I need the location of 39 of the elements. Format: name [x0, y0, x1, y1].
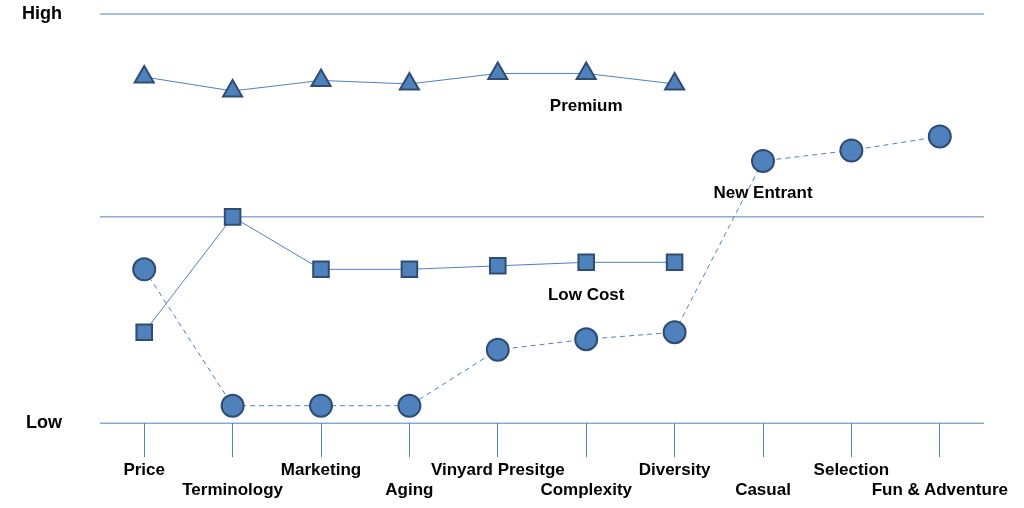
point	[398, 71, 420, 91]
point	[489, 257, 507, 275]
point	[662, 320, 687, 345]
x-tick-label: Vinyard Presitge	[430, 460, 565, 480]
point	[665, 253, 684, 272]
x-tick-label: Complexity	[540, 480, 633, 500]
point	[664, 71, 686, 91]
point	[309, 393, 333, 418]
series-label: New Entrant	[713, 183, 813, 203]
ref-line-label: High	[22, 2, 62, 23]
point	[751, 148, 775, 173]
x-tick-label: Fun & Adventure	[871, 480, 1008, 500]
point	[927, 124, 952, 149]
point	[400, 260, 419, 279]
point	[310, 68, 332, 87]
point	[312, 260, 330, 279]
x-tick-label: Selection	[813, 460, 890, 480]
point	[574, 327, 599, 352]
point	[487, 61, 509, 80]
point	[575, 61, 597, 80]
point	[132, 257, 157, 282]
ref-line-label: Low	[26, 412, 63, 433]
x-tick-label: Aging	[385, 480, 434, 500]
series-label: Premium	[549, 95, 623, 115]
x-tick-label: Marketing	[280, 460, 362, 480]
point	[839, 138, 864, 163]
point	[220, 393, 245, 418]
series-label: Low Cost	[547, 284, 625, 304]
x-tick-label: Diversity	[638, 460, 712, 480]
point	[485, 337, 510, 362]
x-tick-label: Casual	[735, 480, 791, 500]
point	[577, 253, 595, 272]
x-tick-label: Price	[123, 460, 165, 480]
point	[223, 208, 242, 226]
point	[133, 64, 155, 84]
point	[135, 323, 153, 342]
point	[397, 393, 422, 418]
x-tick-label: Terminology	[182, 480, 284, 500]
point	[222, 78, 244, 98]
